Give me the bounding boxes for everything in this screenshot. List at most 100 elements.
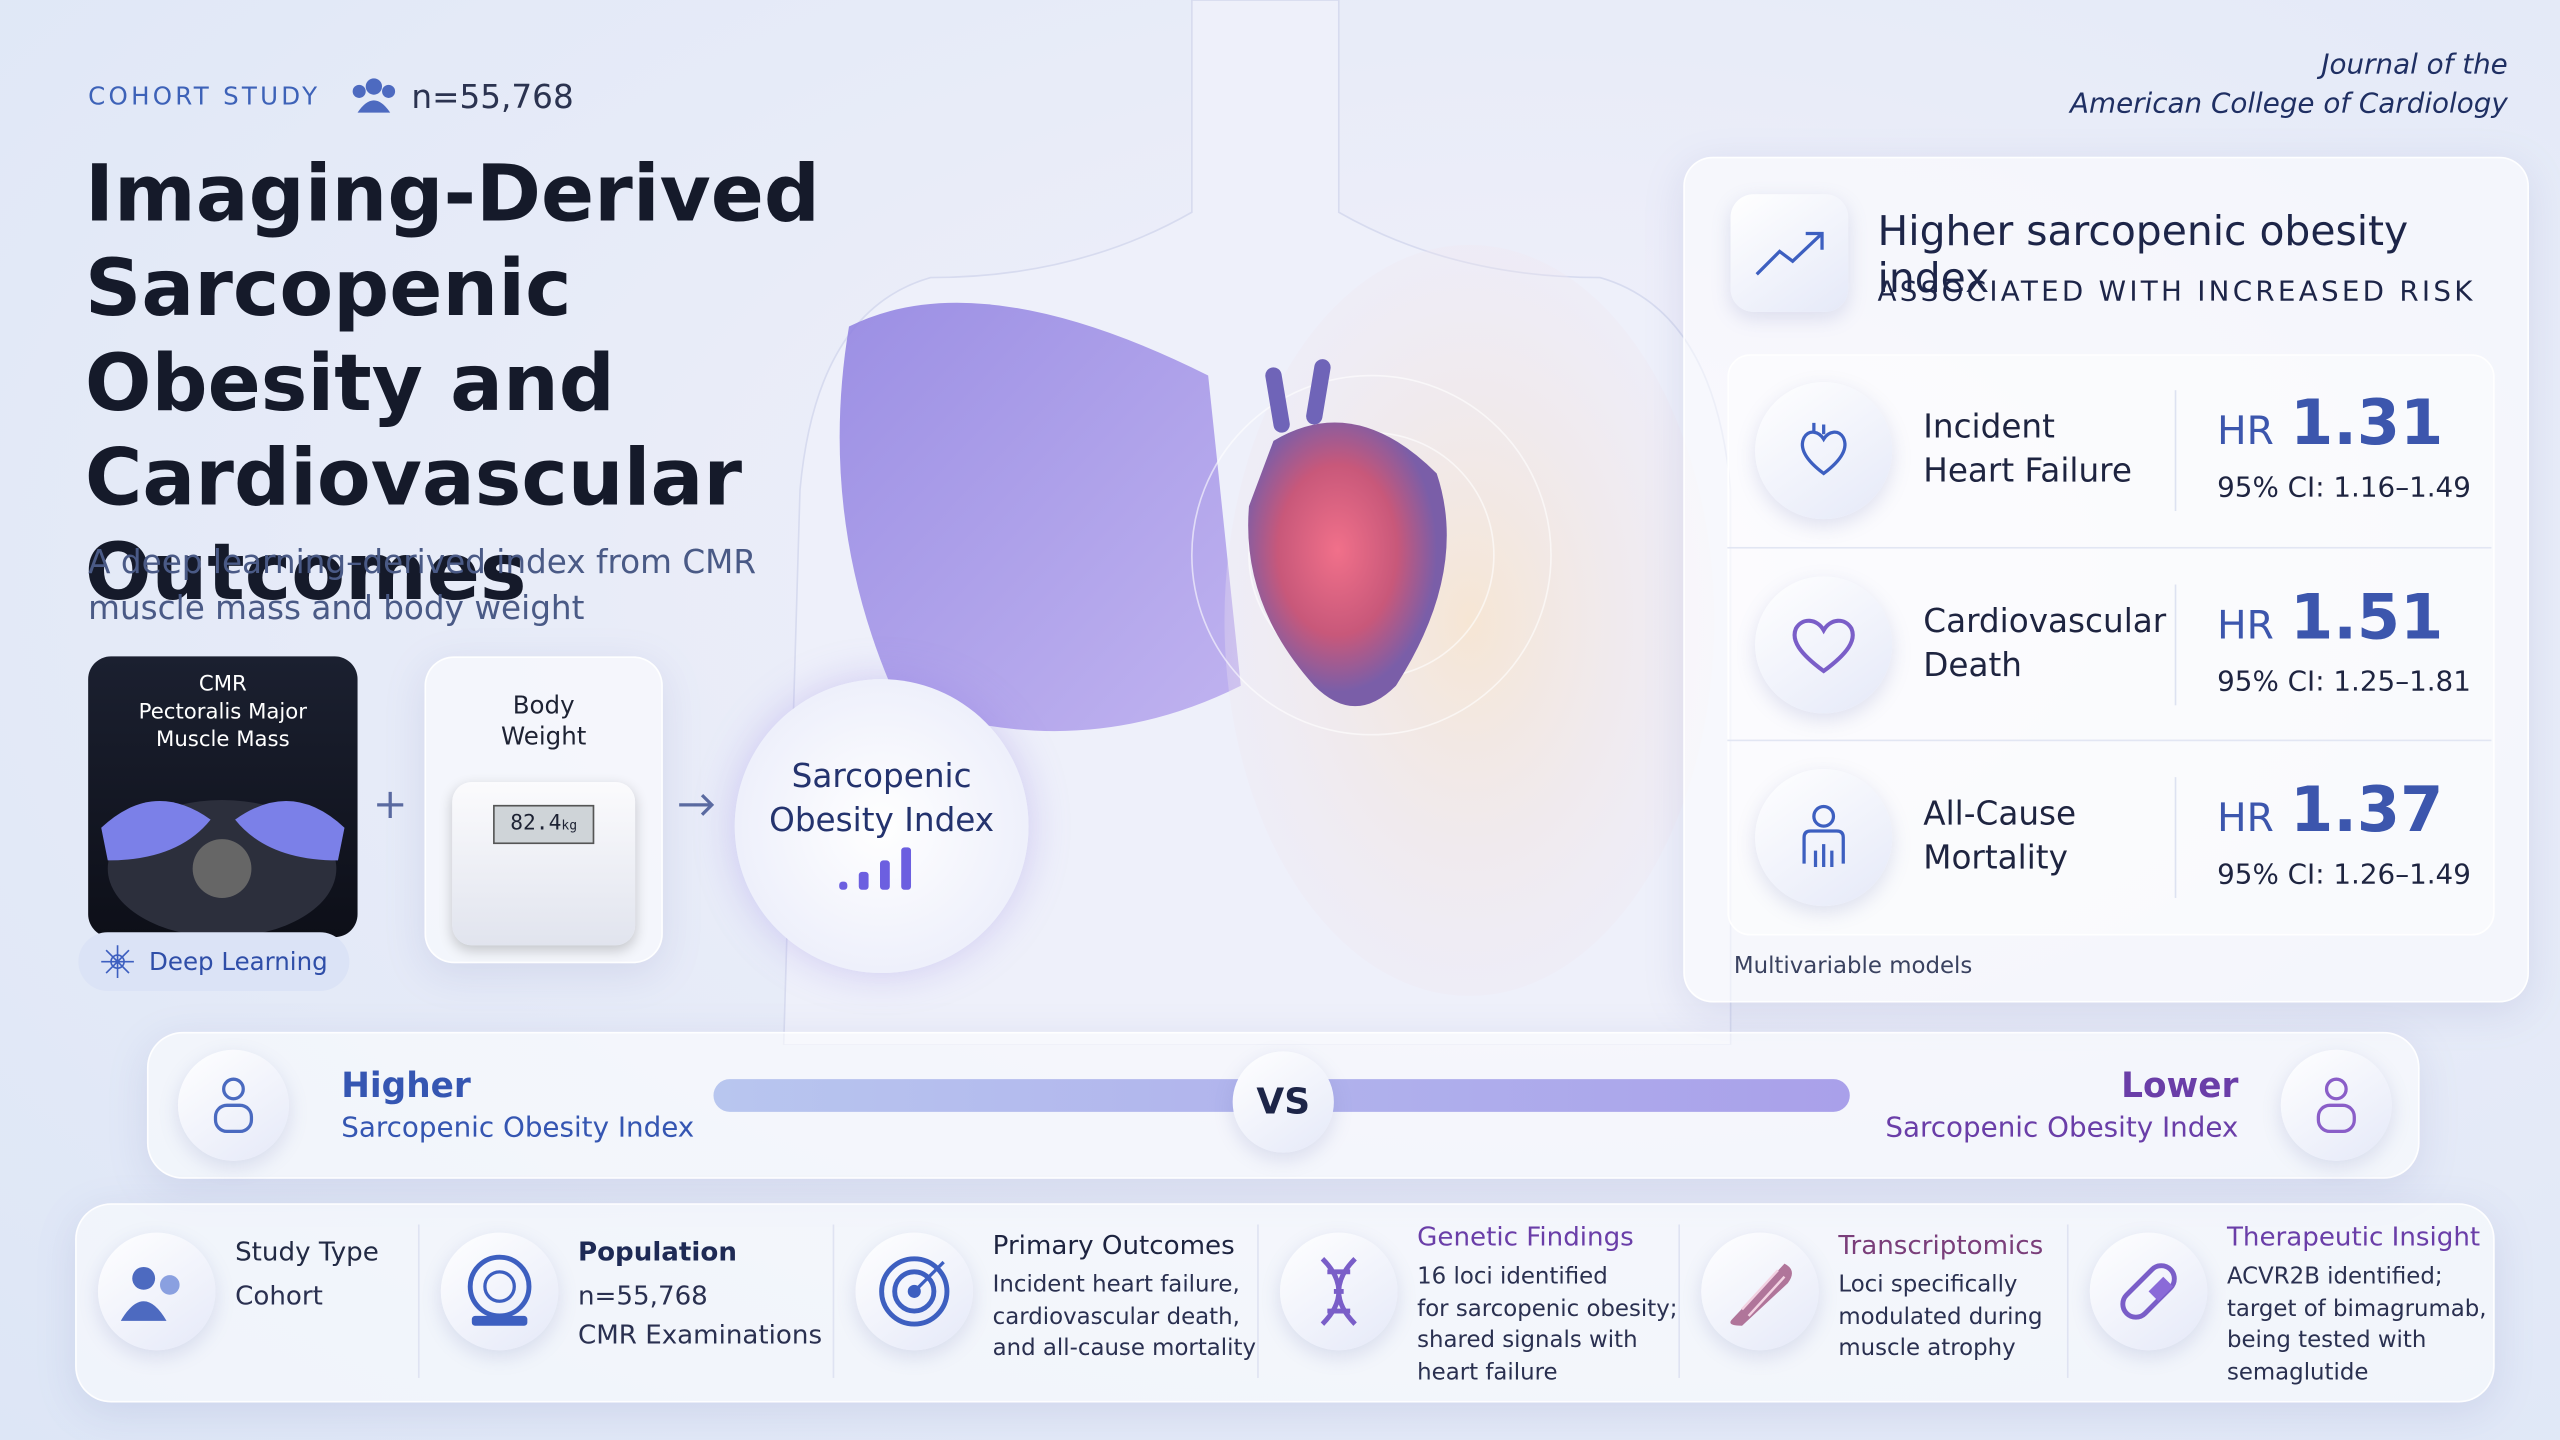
icon bbox=[1792, 618, 1855, 674]
index-line: Sarcopenic bbox=[791, 755, 972, 796]
outcome-line: Incident bbox=[1923, 406, 2055, 446]
body-weight-line: Body bbox=[512, 690, 575, 720]
outcome-line: Death bbox=[1923, 644, 2023, 685]
outcome-name: Incident Heart Failure bbox=[1923, 405, 2132, 493]
result-row: Incident Heart Failure HR 1.31 95% CI: 1.16–… bbox=[1727, 354, 2491, 547]
person-icon bbox=[2280, 1049, 2392, 1161]
outcome-line: Heart Failure bbox=[1923, 450, 2132, 490]
subtitle-line: muscle mass and body weight bbox=[88, 587, 585, 627]
cmr-label-line: CMR bbox=[198, 672, 247, 698]
trend-icon bbox=[1730, 194, 1849, 312]
main-title: Imaging-Derived Sarcopenic Obesity and C… bbox=[84, 148, 821, 619]
hr-label: HR bbox=[2217, 602, 2274, 649]
results-panel: Higher sarcopenic obesity index ASSOCIAT… bbox=[1683, 156, 2529, 1003]
hazard-ratio: HR 1.51 bbox=[2217, 581, 2443, 653]
cmr-label-line: Muscle Mass bbox=[156, 728, 290, 753]
journal-name: Journal of the American College of Cardi… bbox=[2070, 46, 2508, 124]
journal-line: American College of Cardiology bbox=[2070, 88, 2508, 121]
outcome-icon bbox=[1755, 382, 1893, 520]
separator bbox=[1678, 1224, 1680, 1378]
summary-icon bbox=[1280, 1232, 1398, 1351]
icon bbox=[1730, 1263, 1792, 1326]
summary-icon bbox=[855, 1232, 974, 1351]
plus-sign bbox=[377, 791, 404, 818]
person-icon bbox=[177, 1049, 289, 1161]
index-label: Sarcopenic Obesity Index bbox=[735, 754, 1029, 842]
summary-line: shared signals with bbox=[1417, 1327, 1638, 1354]
deep-learning-label: Deep Learning bbox=[149, 946, 328, 977]
journal-line: Journal of the bbox=[2321, 48, 2508, 82]
cmr-card: CMR Pectoralis Major Muscle Mass bbox=[88, 656, 358, 938]
icon bbox=[879, 1256, 950, 1327]
summary-text: n=55,768 CMR Examinations bbox=[578, 1277, 822, 1355]
subtitle: A deep learning–derived index from CMR m… bbox=[88, 539, 756, 630]
confidence-interval: 95% CI: 1.16–1.49 bbox=[2217, 471, 2471, 505]
index-line: Obesity Index bbox=[769, 799, 995, 840]
people-icon bbox=[352, 78, 396, 113]
separator bbox=[417, 1224, 420, 1378]
results-subheading: ASSOCIATED WITH INCREASED RISK bbox=[1877, 275, 2476, 309]
summary-line: muscle atrophy bbox=[1838, 1335, 2016, 1362]
confidence-interval: 95% CI: 1.26–1.49 bbox=[2217, 858, 2471, 892]
outcome-line: Cardiovascular bbox=[1923, 600, 2167, 640]
higher-sub: Sarcopenic Obesity Index bbox=[341, 1111, 695, 1145]
summary-line: ACVR2B identified; bbox=[2226, 1263, 2443, 1290]
summary-line: semaglutide bbox=[2226, 1359, 2369, 1386]
summary-text: Incident heart failure, cardiovascular de… bbox=[993, 1270, 1256, 1366]
summary-line: heart failure bbox=[1417, 1359, 1558, 1386]
study-tag: COHORT STUDY bbox=[88, 81, 321, 112]
hr-value: 1.31 bbox=[2290, 386, 2444, 459]
hr-label: HR bbox=[2217, 795, 2274, 841]
cohort-size: n=55,768 bbox=[411, 76, 574, 116]
summary-line: modulated during bbox=[1838, 1303, 2043, 1330]
summary-text: ACVR2B identified; target of bimagrumab, b… bbox=[2227, 1262, 2487, 1389]
body-weight-card: Body Weight 82.4kg bbox=[424, 656, 663, 964]
icon bbox=[1802, 804, 1845, 867]
outcome-name: Cardiovascular Death bbox=[1923, 599, 2166, 687]
outcome-name: All-Cause Mortality bbox=[1923, 792, 2076, 880]
bar-icon bbox=[839, 847, 912, 890]
summary-line: CMR Examinations bbox=[577, 1319, 823, 1351]
summary-line: for sarcopenic obesity; bbox=[1417, 1295, 1678, 1322]
summary-text: 16 loci identified for sarcopenic obesity… bbox=[1417, 1262, 1677, 1389]
summary-title: Therapeutic Insight bbox=[2226, 1221, 2481, 1253]
summary-line: n=55,768 bbox=[577, 1280, 708, 1312]
cmr-label: CMR Pectoralis Major Muscle Mass bbox=[88, 671, 357, 754]
cmr-label-line: Pectoralis Major bbox=[138, 700, 308, 725]
comparison-bar: Higher Sarcopenic Obesity Index VS Lower… bbox=[146, 1031, 2420, 1179]
summary-line: Loci specifically bbox=[1838, 1271, 2018, 1298]
cmr-image bbox=[101, 799, 345, 938]
scale: 82.4kg bbox=[452, 782, 636, 946]
scale-display: 82.4kg bbox=[493, 804, 595, 845]
summary-text: Cohort bbox=[235, 1277, 323, 1316]
summary-line: and all-cause mortality bbox=[992, 1335, 1256, 1362]
summary-icon bbox=[97, 1232, 216, 1351]
summary-title: Genetic Findings bbox=[1417, 1221, 1634, 1253]
subtitle-line: A deep learning–derived index from CMR bbox=[88, 542, 757, 582]
summary-text: Loci specifically modulated during muscle … bbox=[1838, 1270, 2042, 1366]
summary-icon bbox=[440, 1232, 559, 1351]
summary-icon bbox=[1701, 1232, 1819, 1351]
icon bbox=[467, 1254, 532, 1326]
summary-title: Primary Outcomes bbox=[992, 1229, 1235, 1261]
vs-badge: VS bbox=[1232, 1051, 1334, 1153]
summary-line: Cohort bbox=[235, 1280, 323, 1312]
divider bbox=[2174, 584, 2177, 706]
hazard-ratio: HR 1.37 bbox=[2217, 774, 2443, 846]
hr-label: HR bbox=[2217, 408, 2274, 454]
hr-value: 1.37 bbox=[2290, 773, 2444, 846]
outcome-icon bbox=[1755, 768, 1893, 907]
results-heading: Higher sarcopenic obesity index bbox=[1877, 207, 2409, 303]
summary-title: Population bbox=[577, 1235, 737, 1267]
result-row: Cardiovascular Death HR 1.51 95% CI: 1.25–1.… bbox=[1727, 546, 2492, 741]
footnote: Multivariable models bbox=[1733, 953, 1973, 980]
summary-title: Transcriptomics bbox=[1838, 1229, 2044, 1261]
network-icon bbox=[101, 945, 135, 978]
icon bbox=[1320, 1257, 1357, 1326]
divider bbox=[2174, 390, 2177, 512]
separator bbox=[832, 1224, 835, 1378]
hr-value: 1.51 bbox=[2290, 581, 2444, 654]
result-row: All-Cause Mortality HR 1.37 95% CI: 1.26–1.4… bbox=[1727, 739, 2492, 934]
